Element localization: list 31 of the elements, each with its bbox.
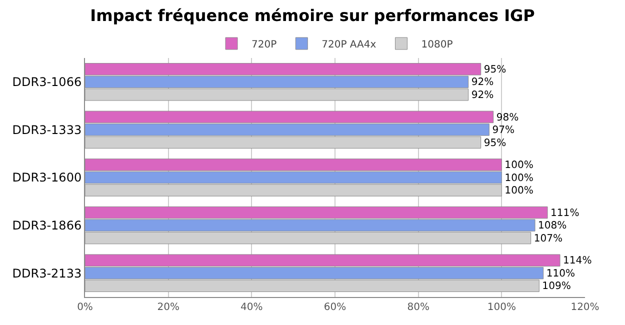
- data-label: 100%: [504, 172, 534, 184]
- data-label: 95%: [484, 138, 506, 149]
- x-tick-label: 20%: [157, 302, 180, 313]
- chart-title: Impact fréquence mémoire sur performances IGP: [90, 6, 536, 25]
- y-tick-label: DDR3-1333: [12, 122, 82, 137]
- data-label: 114%: [563, 256, 592, 267]
- y-tick-label: DDR3-2133: [12, 266, 82, 280]
- legend-label: 1080P: [421, 39, 453, 50]
- data-label: 95%: [484, 64, 506, 76]
- x-tick-label: 120%: [570, 302, 600, 313]
- y-tick-label: DDR3-1866: [12, 218, 82, 232]
- legend-label: 720P AA4x: [322, 39, 376, 50]
- x-tick-label: 40%: [240, 302, 263, 313]
- data-label: 100%: [504, 160, 534, 172]
- data-label: 107%: [534, 233, 563, 244]
- data-label: 92%: [471, 77, 494, 88]
- data-label: 109%: [542, 281, 571, 292]
- data-label: 110%: [546, 268, 576, 280]
- data-label: 100%: [504, 186, 534, 197]
- y-tick-label: DDR3-1600: [12, 170, 82, 185]
- legend-label: 720P: [252, 39, 277, 50]
- x-tick-label: 80%: [407, 302, 430, 313]
- x-tick-label: 0%: [77, 302, 93, 313]
- data-label: 98%: [496, 112, 519, 124]
- data-label: 111%: [550, 208, 580, 219]
- y-tick-label: DDR3-1066: [12, 75, 82, 90]
- data-label: 97%: [492, 125, 514, 136]
- data-label: 108%: [538, 220, 567, 232]
- data-label: 92%: [471, 90, 494, 101]
- x-tick-label: 60%: [324, 302, 346, 313]
- x-tick-label: 100%: [487, 302, 516, 313]
